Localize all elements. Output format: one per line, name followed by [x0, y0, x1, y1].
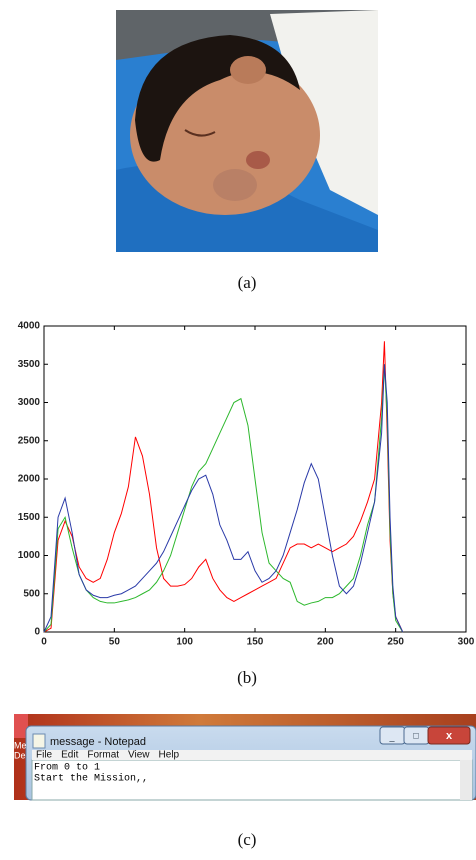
svg-text:_: _	[388, 731, 395, 741]
y-tick-label: 1500	[18, 512, 41, 523]
desktop-icon	[14, 714, 28, 738]
desktop-icon-label: Me	[14, 740, 27, 750]
window-title: message - Notepad	[50, 736, 146, 748]
y-tick-label: 2500	[18, 435, 41, 446]
x-tick-label: 250	[387, 637, 404, 648]
y-tick-label: 500	[23, 588, 40, 599]
svg-text:x: x	[446, 730, 453, 742]
desktop-icon-label: De	[14, 750, 26, 760]
caption: (a)	[238, 273, 257, 292]
menu-item[interactable]: File	[36, 750, 53, 761]
x-tick-label: 300	[458, 637, 475, 648]
x-tick-label: 100	[176, 637, 193, 648]
x-tick-label: 150	[247, 637, 264, 648]
plot: 0 500 1000 1500 2000 2500 3000 3500 4000 0 50 100 15…	[18, 321, 475, 648]
x-tick-label: 0	[41, 637, 47, 648]
x-tick-label: 200	[317, 637, 334, 648]
menu-item[interactable]: Help	[159, 750, 180, 761]
menu-item[interactable]: View	[128, 750, 150, 761]
caption: (b)	[237, 668, 257, 687]
data-line	[43, 341, 404, 633]
data-line	[43, 364, 404, 633]
text-line: Start the Mission,,	[34, 773, 148, 785]
y-tick-label: 3500	[18, 359, 41, 370]
text-line: From 0 to 1	[34, 763, 100, 774]
y-tick-label: 1000	[18, 550, 41, 561]
caption: (c)	[238, 830, 257, 849]
y-tick-label: 4000	[18, 321, 41, 332]
svg-text:□: □	[413, 730, 419, 740]
data-line	[43, 364, 404, 633]
y-tick-label: 3000	[18, 397, 41, 408]
menu-item[interactable]: Format	[87, 750, 119, 761]
menu-item[interactable]: Edit	[61, 750, 78, 761]
y-tick-label: 0	[34, 627, 40, 638]
y-tick-label: 2000	[18, 474, 41, 485]
x-tick-label: 50	[109, 637, 121, 648]
close-button[interactable]	[427, 726, 471, 745]
photo	[116, 10, 378, 252]
app-icon	[32, 733, 46, 749]
scrollbar[interactable]	[460, 760, 472, 800]
